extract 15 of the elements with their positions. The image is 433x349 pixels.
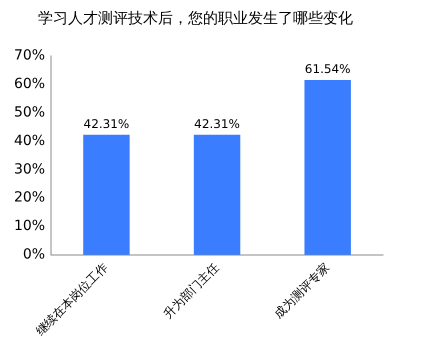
y-tick-label: 40% [14, 132, 46, 149]
y-tick-label: 70% [14, 48, 46, 64]
y-tick-label: 20% [14, 190, 46, 206]
y-tick-label: 60% [14, 76, 46, 92]
y-tick-label: 30% [14, 161, 46, 178]
data-label: 61.54% [304, 62, 351, 76]
data-label: 42.31% [194, 116, 240, 131]
x-tick-label: 升为部门主任 [160, 260, 222, 322]
y-tick-label: 0% [22, 246, 46, 263]
data-label: 42.31% [84, 116, 130, 131]
x-tick-label: 继续在本岗位工作 [32, 260, 111, 338]
y-tick-label: 10% [14, 218, 46, 234]
y-tick-label: 50% [14, 104, 46, 120]
x-tick-label: 成为测评专家 [271, 260, 332, 322]
chart-title: 学习人才测评技术后，您的职业发生了哪些变化 [38, 8, 353, 27]
